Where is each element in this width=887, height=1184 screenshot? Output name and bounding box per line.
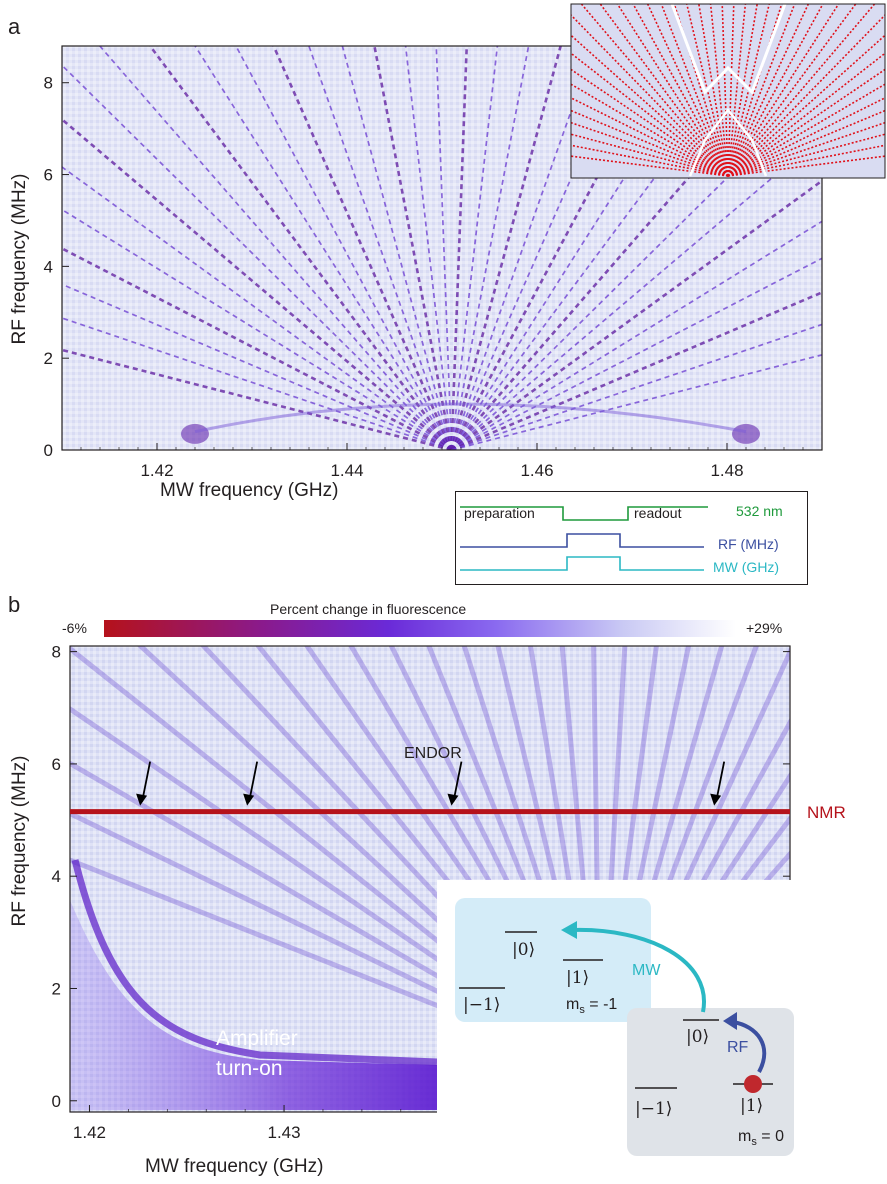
ms-0-label: ms = 0 <box>738 1128 784 1149</box>
panel-a-chart: 1.42 1.44 1.46 1.48 0 2 4 6 8 <box>44 3 886 480</box>
resonance-line <box>98 46 453 450</box>
ket-1-top: |1⟩ <box>566 968 590 988</box>
y-tick-label: 4 <box>44 257 53 276</box>
amplifier-label-line2: turn-on <box>216 1057 283 1080</box>
panel-b-xlabel: MW frequency (GHz) <box>145 1156 324 1177</box>
endor-label: ENDOR <box>404 745 462 762</box>
y-tick-label: 0 <box>44 441 53 460</box>
ms-0-box <box>627 1008 794 1156</box>
colorbar-min-label: -6% <box>62 620 87 636</box>
ket-m1-top: |−1⟩ <box>463 995 501 1015</box>
resonance-hotspot <box>732 423 760 444</box>
x-tick-label: 1.46 <box>520 461 553 480</box>
resonance-line <box>62 64 453 450</box>
spin-population-dot <box>744 1075 762 1093</box>
pulse-sequence-box: preparation readout 532 nm RF (MHz) MW (… <box>455 491 808 585</box>
inset-simulated-line <box>571 13 729 177</box>
inset-simulated-line <box>727 34 885 177</box>
y-tick-label: 4 <box>52 867 61 886</box>
mw-trace <box>460 556 704 571</box>
x-tick-label: 1.42 <box>73 1123 106 1142</box>
colorbar-max-label: +29% <box>746 620 783 636</box>
endor-arrow <box>447 761 463 806</box>
inset-plot <box>571 4 885 178</box>
mw-label: MW (GHz) <box>713 559 780 575</box>
y-tick-label: 2 <box>52 979 61 998</box>
y-tick-label: 6 <box>44 166 53 185</box>
mw-arrowhead <box>561 921 577 939</box>
rf-trace <box>460 533 704 548</box>
readout-label: readout <box>634 505 682 521</box>
rf-arrowhead <box>723 1012 737 1030</box>
x-tick-label: 1.44 <box>330 461 363 480</box>
inset-simulated-line <box>599 4 729 177</box>
y-tick-label: 8 <box>52 643 61 662</box>
resonance-line <box>450 179 822 450</box>
panel-a-ylabel: RF frequency (MHz) <box>9 173 30 345</box>
x-tick-label: 1.42 <box>140 461 173 480</box>
panel-b-label: b <box>8 592 21 617</box>
rf-label: RF (MHz) <box>718 536 779 552</box>
laser-trace <box>460 506 708 521</box>
ket-0-top: |0⟩ <box>512 940 536 960</box>
laser-label: 532 nm <box>736 503 783 519</box>
inset-simulated-line <box>727 4 857 177</box>
inset-simulated-line <box>580 4 729 177</box>
nmr-label: NMR <box>807 803 846 822</box>
low-field-arc <box>194 402 747 434</box>
endor-arrow <box>243 761 259 806</box>
ms-minus1-box <box>455 898 651 1022</box>
resonance-line <box>235 46 453 450</box>
y-tick-label: 2 <box>44 349 53 368</box>
inset-white-trace <box>688 107 768 177</box>
endor-arrow <box>710 761 726 806</box>
pulse-sequence-lines <box>460 506 708 571</box>
resonance-line <box>62 165 452 450</box>
panel-a-label: a <box>8 14 21 39</box>
rf-transition-label: RF <box>727 1039 749 1056</box>
panel-b-ylabel: RF frequency (MHz) <box>9 755 30 927</box>
mw-arrow <box>572 927 706 1013</box>
inset-simulated-line <box>727 4 840 177</box>
preparation-label: preparation <box>464 505 535 521</box>
inset-simulated-line <box>571 34 729 177</box>
ket-m1-bot: |−1⟩ <box>635 1099 673 1119</box>
inset-white-trace <box>670 4 787 95</box>
resonance-line <box>194 46 453 450</box>
amplifier-curve <box>71 859 438 1066</box>
level-diagram-lines <box>459 921 773 1093</box>
endor-arrow <box>136 761 151 806</box>
colorbar-title: Percent change in fluorescence <box>270 601 467 617</box>
resonance-line <box>62 208 452 450</box>
y-tick-label: 0 <box>52 1092 61 1111</box>
inset-simulated-line <box>616 4 729 177</box>
rf-arrow <box>732 1020 767 1073</box>
x-tick-label: 1.43 <box>268 1123 301 1142</box>
amplifier-turn-on-region <box>70 900 437 1110</box>
inset-simulated-line <box>727 4 876 177</box>
y-tick-label: 6 <box>52 755 61 774</box>
ket-0-bot: |0⟩ <box>686 1027 710 1047</box>
amplifier-label-line1: Amplifier <box>216 1027 298 1050</box>
resonance-hotspot <box>181 423 209 444</box>
ms-minus1-label: ms = -1 <box>566 996 618 1017</box>
panel-a-xlabel: MW frequency (GHz) <box>160 480 339 501</box>
mw-transition-label: MW <box>632 962 661 979</box>
y-tick-label: 8 <box>44 74 53 93</box>
x-tick-label: 1.48 <box>710 461 743 480</box>
colorbar <box>104 620 736 637</box>
ket-1-bot: |1⟩ <box>740 1096 764 1116</box>
